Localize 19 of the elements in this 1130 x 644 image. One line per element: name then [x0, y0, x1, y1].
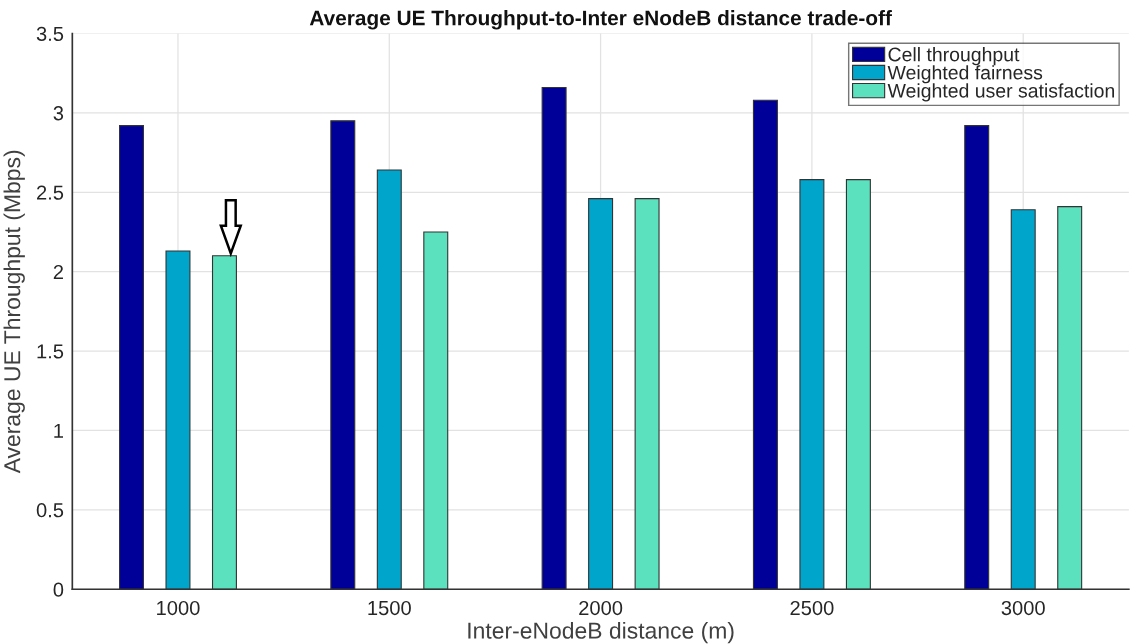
y-tick-label: 1.5 [37, 344, 64, 359]
x-axis-title: Inter-eNodeB distance (m) [468, 621, 734, 644]
x-tick-label: 1000 [157, 600, 200, 616]
legend-label: Cell throughput [888, 47, 1020, 66]
y-tick-label: 0 [53, 582, 64, 597]
y-tick-label: 2.5 [37, 185, 64, 200]
y-tick-label: 3.5 [36, 26, 64, 41]
y-tick-label: 3 [53, 106, 64, 121]
y-axis-title: Average UE Throughput (Mbps) [3, 150, 25, 474]
x-tick-label: 2500 [790, 600, 834, 616]
y-tick-label: 2 [53, 264, 63, 279]
legend-label: Weighted fairness [887, 65, 1043, 84]
y-tick-label: 0.5 [36, 503, 64, 518]
x-tick-label: 3000 [1001, 600, 1045, 616]
y-tick-label: 1 [54, 423, 63, 438]
legend-label: Weighted user satisfaction [887, 83, 1115, 102]
chart-title: Average UE Throughput-to-Inter eNodeB distance trade-off [309, 10, 892, 30]
x-tick-label: 2000 [579, 600, 623, 616]
x-tick-label: 1500 [368, 600, 411, 616]
